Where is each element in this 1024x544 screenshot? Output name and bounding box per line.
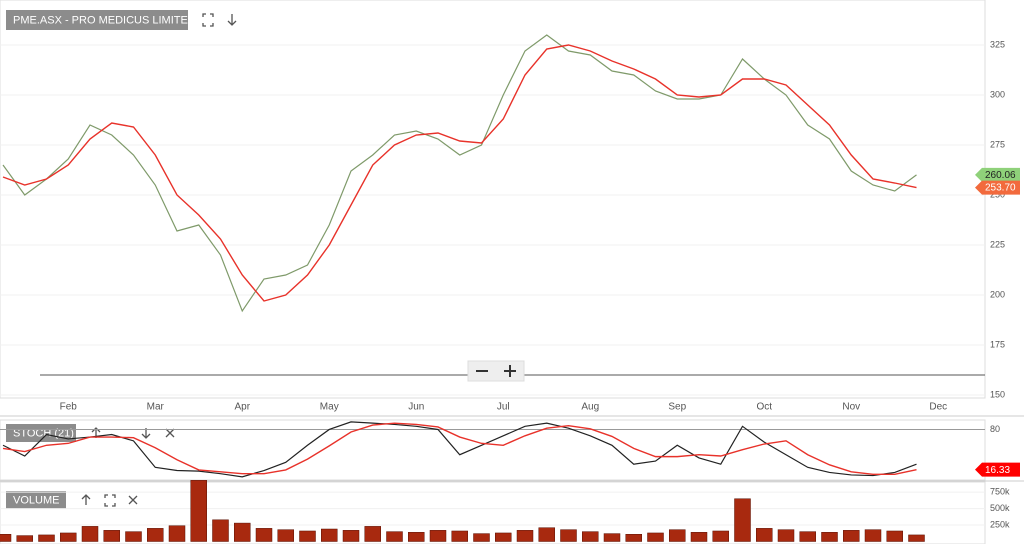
volume-bar <box>473 533 490 542</box>
close-icon[interactable] <box>128 495 138 505</box>
volume-bar <box>669 529 686 542</box>
chart-title: PME.ASX - PRO MEDICUS LIMITED <box>13 14 196 26</box>
x-tick-label: Feb <box>60 402 78 413</box>
y-tick-label: 200 <box>990 289 1005 299</box>
price-label: 260.06 <box>985 170 1016 181</box>
volume-badge[interactable] <box>6 491 66 509</box>
price-badge <box>975 167 1020 182</box>
volume-bar <box>321 528 338 542</box>
volume-bar <box>38 534 55 542</box>
volume-bar <box>777 529 795 542</box>
x-tick-label: Dec <box>929 402 947 413</box>
volume-bar <box>864 529 882 542</box>
volume-bar <box>60 532 77 542</box>
volume-bar <box>103 530 120 542</box>
volume-bar <box>81 526 99 542</box>
y-tick-label: 250k <box>990 519 1010 529</box>
volume-bar <box>582 531 599 542</box>
expand-icon[interactable] <box>202 13 214 27</box>
series-line <box>2 44 917 302</box>
volume-bar <box>342 530 360 542</box>
volume-bar <box>647 532 664 542</box>
price-badge <box>975 180 1020 195</box>
volume-title: VOLUME <box>13 494 59 506</box>
volume-bar <box>712 530 729 542</box>
volume-bar <box>908 534 925 542</box>
close-icon[interactable] <box>165 428 175 438</box>
volume-bar <box>234 522 251 542</box>
price-panel <box>0 0 986 399</box>
y-tick-label: 225 <box>990 239 1005 249</box>
price-label: 253.70 <box>985 183 1016 194</box>
volume-bar <box>277 529 294 542</box>
volume-bar <box>299 530 316 542</box>
volume-bar <box>212 519 229 542</box>
volume-bar <box>538 527 555 542</box>
volume-bar <box>408 532 425 542</box>
volume-bar <box>0 534 12 542</box>
volume-bar <box>625 534 642 542</box>
volume-bar <box>364 526 381 542</box>
series-line <box>2 422 917 476</box>
price-label: 16.33 <box>985 465 1010 476</box>
x-tick-label: Jul <box>497 402 510 413</box>
y-tick-label: 500k <box>990 503 1010 513</box>
volume-bar <box>495 532 512 542</box>
volume-bar <box>690 532 708 542</box>
zoom-controls[interactable] <box>467 360 525 382</box>
move-down-icon[interactable] <box>227 14 237 26</box>
volume-bar <box>190 480 207 542</box>
y-tick-label: 275 <box>990 139 1005 149</box>
volume-bar <box>386 531 403 542</box>
y-tick-label: 80 <box>990 424 1000 434</box>
y-tick-label: 750k <box>990 487 1010 497</box>
y-tick-label: 325 <box>990 39 1005 49</box>
expand-icon[interactable] <box>104 494 116 507</box>
title-badge[interactable] <box>6 10 188 30</box>
volume-bar <box>451 530 468 542</box>
volume-bar <box>821 532 838 542</box>
price-badge <box>975 462 1020 477</box>
volume-bar <box>560 529 577 542</box>
volume-bar <box>168 525 186 542</box>
x-tick-label: Oct <box>756 402 772 413</box>
volume-bar <box>799 531 816 542</box>
x-tick-label: Sep <box>668 402 686 413</box>
volume-bar <box>125 531 142 542</box>
volume-bar <box>756 528 773 542</box>
volume-bar <box>603 533 621 542</box>
x-tick-label: Apr <box>234 402 250 413</box>
x-tick-label: Jun <box>408 402 424 413</box>
volume-bar <box>734 498 751 542</box>
y-tick-label: 150 <box>990 389 1005 399</box>
x-tick-label: May <box>320 402 339 413</box>
volume-bar <box>843 530 860 542</box>
volume-bar <box>147 528 164 542</box>
volume-bar <box>429 530 447 542</box>
x-tick-label: Nov <box>842 402 860 413</box>
volume-bar <box>16 535 33 542</box>
x-tick-label: Aug <box>581 402 599 413</box>
volume-bar <box>255 528 273 542</box>
y-tick-label: 175 <box>990 339 1005 349</box>
x-tick-label: Mar <box>147 402 165 413</box>
move-up-icon[interactable] <box>81 494 91 505</box>
y-tick-label: 300 <box>990 89 1005 99</box>
series-line <box>2 421 917 478</box>
volume-bar <box>886 530 903 542</box>
volume-bar <box>516 530 534 542</box>
